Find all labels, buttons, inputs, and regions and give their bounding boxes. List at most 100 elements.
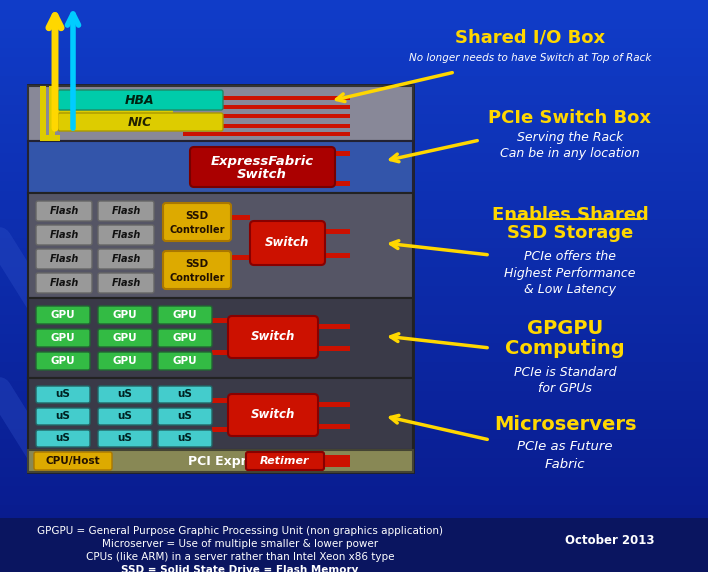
Bar <box>28 85 413 472</box>
Bar <box>0 248 708 259</box>
Text: Flash: Flash <box>111 254 141 264</box>
Text: Flash: Flash <box>50 254 79 264</box>
Text: SSD: SSD <box>185 259 209 269</box>
FancyBboxPatch shape <box>98 352 152 370</box>
Bar <box>350 87 368 470</box>
Text: SSD Storage: SSD Storage <box>507 224 633 242</box>
FancyBboxPatch shape <box>98 201 154 221</box>
Bar <box>0 124 708 134</box>
Bar <box>28 378 413 450</box>
FancyBboxPatch shape <box>98 430 152 447</box>
Text: PCI Express: PCI Express <box>188 455 270 467</box>
Bar <box>0 439 708 449</box>
Bar <box>0 419 708 430</box>
Bar <box>0 525 708 535</box>
Bar <box>0 515 708 525</box>
Text: GPGPU = General Purpose Graphic Processing Unit (non graphics application): GPGPU = General Purpose Graphic Processi… <box>37 526 443 536</box>
Text: Switch: Switch <box>237 169 287 181</box>
Text: GPU: GPU <box>113 356 137 366</box>
FancyBboxPatch shape <box>98 225 154 245</box>
FancyBboxPatch shape <box>228 394 318 436</box>
Text: Computing: Computing <box>506 340 625 359</box>
FancyBboxPatch shape <box>36 408 90 425</box>
Text: Flash: Flash <box>111 278 141 288</box>
Text: Flash: Flash <box>50 278 79 288</box>
Bar <box>212 398 228 403</box>
Text: uS: uS <box>55 411 70 421</box>
Bar <box>0 372 708 382</box>
FancyBboxPatch shape <box>36 249 92 269</box>
Bar <box>0 181 708 192</box>
Text: ExpressFabric: ExpressFabric <box>210 154 314 168</box>
Bar <box>0 239 708 249</box>
Text: PCIe Switch Box: PCIe Switch Box <box>489 109 651 127</box>
Text: uS: uS <box>55 433 70 443</box>
Bar <box>0 553 708 563</box>
Text: GPU: GPU <box>113 310 137 320</box>
Bar <box>0 467 708 478</box>
Text: Microservers: Microservers <box>493 415 636 435</box>
Bar <box>0 267 708 277</box>
Text: uS: uS <box>55 389 70 399</box>
FancyBboxPatch shape <box>36 225 92 245</box>
Bar <box>58 100 173 105</box>
Bar <box>0 315 708 325</box>
Bar <box>28 86 413 141</box>
Text: uS: uS <box>118 389 132 399</box>
Text: uS: uS <box>118 433 132 443</box>
Bar <box>0 96 708 106</box>
Bar <box>0 67 708 77</box>
Bar <box>0 382 708 392</box>
Text: GPU: GPU <box>173 333 198 343</box>
Text: GPU: GPU <box>173 310 198 320</box>
Bar <box>0 219 708 230</box>
Text: PCIe is Standard: PCIe is Standard <box>514 366 616 379</box>
Bar <box>0 38 708 49</box>
Text: Switch: Switch <box>265 236 309 249</box>
FancyBboxPatch shape <box>36 329 90 347</box>
Text: Microserver = Use of multiple smaller & lower power: Microserver = Use of multiple smaller & … <box>102 539 378 549</box>
Bar <box>0 153 708 163</box>
Bar <box>0 486 708 496</box>
Bar <box>183 114 350 118</box>
FancyBboxPatch shape <box>250 221 325 265</box>
Bar <box>28 450 413 472</box>
FancyBboxPatch shape <box>158 306 212 324</box>
Text: Flash: Flash <box>50 206 79 216</box>
Text: Flash: Flash <box>111 206 141 216</box>
Bar <box>318 346 350 351</box>
FancyBboxPatch shape <box>158 430 212 447</box>
Bar <box>49 86 55 141</box>
Bar <box>0 296 708 306</box>
Text: Flash: Flash <box>111 230 141 240</box>
Bar <box>0 0 708 10</box>
Bar <box>0 57 708 67</box>
Text: Retimer: Retimer <box>261 456 310 466</box>
FancyBboxPatch shape <box>36 430 90 447</box>
Bar <box>58 92 173 97</box>
Bar <box>0 518 708 572</box>
Text: Controller: Controller <box>169 273 224 283</box>
Bar <box>212 427 228 432</box>
Bar <box>40 135 60 141</box>
FancyBboxPatch shape <box>36 352 90 370</box>
Text: uS: uS <box>178 433 193 443</box>
Bar <box>0 229 708 239</box>
Bar <box>0 410 708 420</box>
Text: uS: uS <box>178 411 193 421</box>
Bar <box>0 496 708 506</box>
Bar <box>0 10 708 20</box>
FancyBboxPatch shape <box>98 408 152 425</box>
Bar <box>58 116 173 121</box>
Bar <box>28 193 413 298</box>
Bar <box>183 96 350 100</box>
FancyBboxPatch shape <box>36 273 92 293</box>
Bar <box>0 534 708 545</box>
Bar <box>0 19 708 30</box>
Text: PCIe offers the: PCIe offers the <box>524 249 616 263</box>
Text: & Low Latency: & Low Latency <box>524 284 616 296</box>
Text: Enables Shared: Enables Shared <box>491 206 649 224</box>
FancyBboxPatch shape <box>163 203 231 241</box>
Bar <box>0 257 708 268</box>
Text: NIC: NIC <box>128 116 152 129</box>
